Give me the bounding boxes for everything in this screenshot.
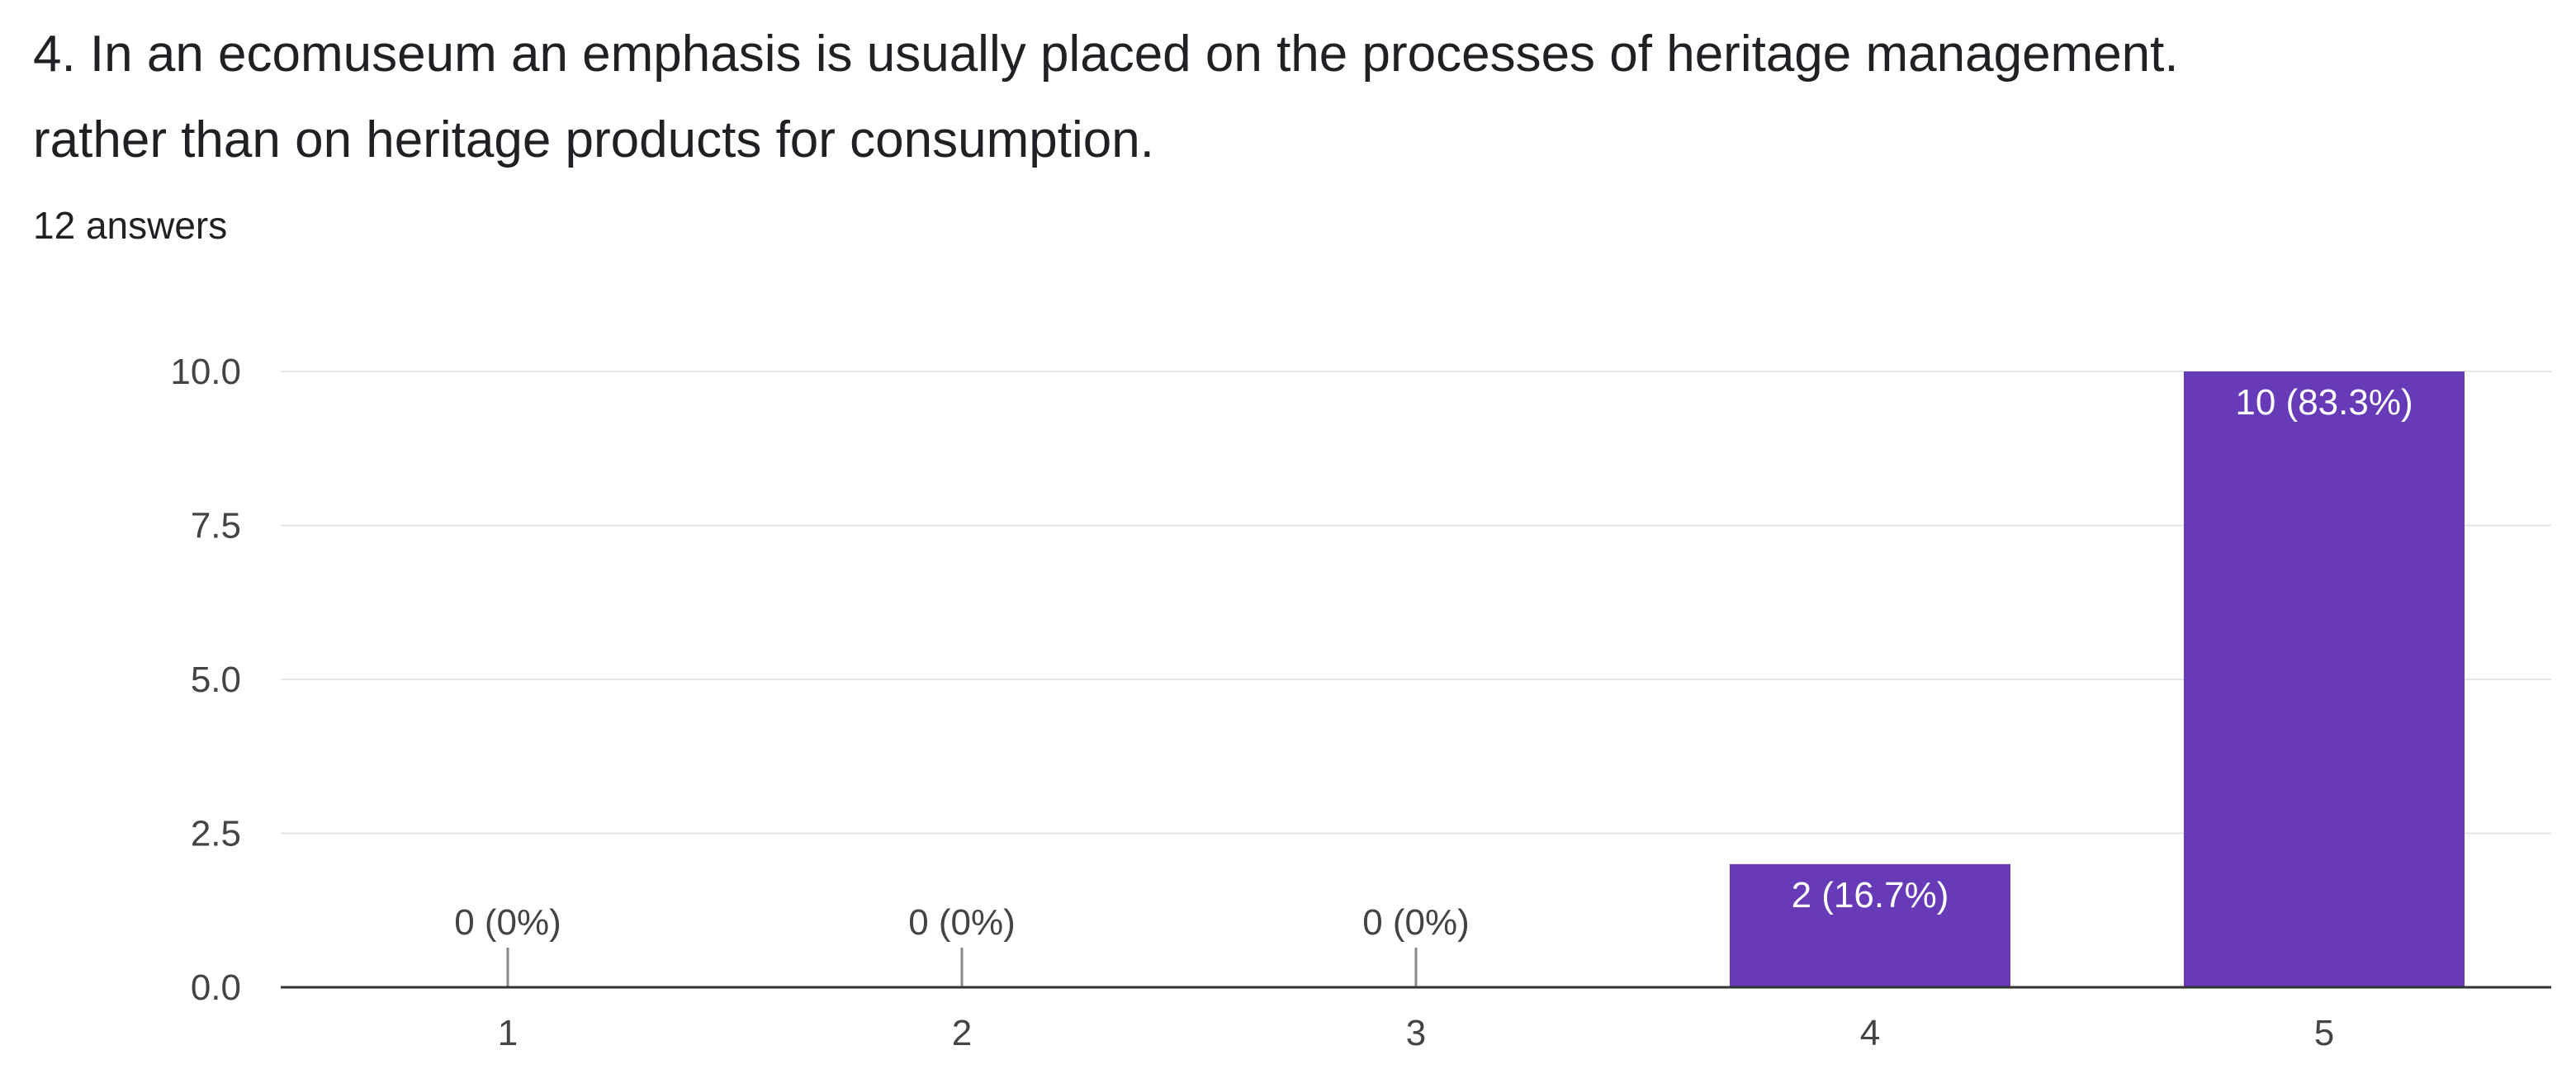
x-tick-label: 2 [952, 1013, 972, 1053]
question-title: 4. In an ecomuseum an emphasis is usuall… [33, 26, 2179, 168]
y-tick-label: 2.5 [191, 814, 241, 854]
x-tick-label: 5 [2314, 1013, 2334, 1053]
data-label: 0 (0%) [1362, 902, 1470, 943]
y-tick-label: 10.0 [170, 352, 241, 392]
y-tick-label: 5.0 [191, 660, 241, 700]
bar [2184, 371, 2465, 987]
data-label: 2 (16.7%) [1792, 875, 1949, 915]
answer-count: 12 answers [33, 204, 228, 247]
x-axis-ticks: 1 2 3 4 5 [498, 1013, 2334, 1053]
x-tick-label: 1 [498, 1013, 518, 1053]
y-tick-label: 0.0 [191, 967, 241, 1008]
data-label: 10 (83.3%) [2235, 382, 2413, 423]
data-label: 0 (0%) [454, 902, 561, 943]
gridlines [281, 371, 2551, 835]
x-tick-label: 3 [1406, 1013, 1426, 1053]
data-label: 0 (0%) [908, 902, 1016, 943]
x-tick-label: 4 [1860, 1013, 1880, 1053]
bar [1730, 863, 2010, 987]
y-tick-label: 7.5 [191, 506, 241, 546]
data-labels: 0 (0%) 0 (0%) 0 (0%) 2 (16.7%) 10 (83.3%) [454, 382, 2413, 943]
bars [506, 371, 2465, 987]
y-axis-ticks: 0.0 2.5 5.0 7.5 10.0 [170, 352, 241, 1008]
